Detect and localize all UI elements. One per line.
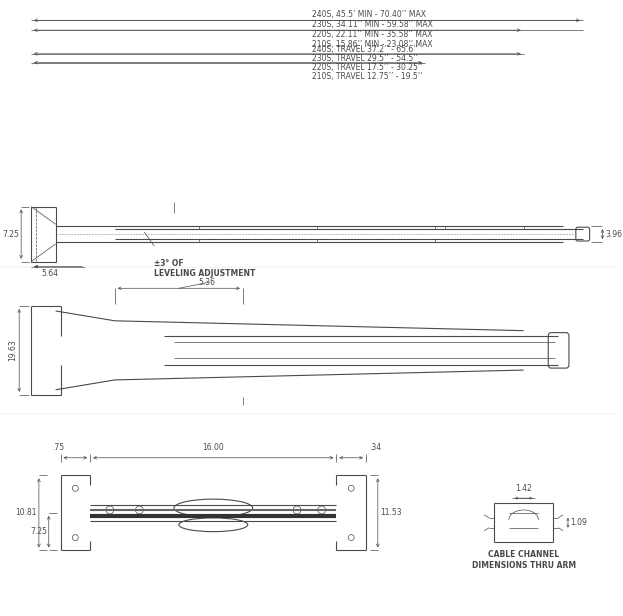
Text: .34: .34 [369, 443, 381, 452]
Text: 3.96: 3.96 [606, 230, 622, 238]
Text: 16.00: 16.00 [202, 443, 224, 452]
Text: 5.36: 5.36 [199, 278, 216, 287]
Text: ±3° OF
LEVELING ADJUSTMENT: ±3° OF LEVELING ADJUSTMENT [154, 259, 255, 278]
Text: 7.25: 7.25 [30, 527, 47, 536]
Text: CABLE CHANNEL
DIMENSIONS THRU ARM: CABLE CHANNEL DIMENSIONS THRU ARM [472, 550, 576, 570]
Text: 230S, TRAVEL 29.5’’ - 54.5’’: 230S, TRAVEL 29.5’’ - 54.5’’ [312, 54, 418, 63]
Text: 19.63: 19.63 [8, 339, 17, 361]
Text: 11.53: 11.53 [380, 508, 401, 517]
FancyBboxPatch shape [548, 333, 569, 368]
Text: 10.81: 10.81 [16, 508, 37, 517]
Text: 230S, 34.11’’ MIN - 59.58’’ MAX: 230S, 34.11’’ MIN - 59.58’’ MAX [312, 20, 433, 30]
Text: 240S, 45.5’ MIN - 70.40’’ MAX: 240S, 45.5’ MIN - 70.40’’ MAX [312, 10, 426, 20]
Text: .75: .75 [52, 443, 65, 452]
Text: 220S, TRAVEL 17.5’’ - 30.25’’: 220S, TRAVEL 17.5’’ - 30.25’’ [312, 63, 422, 71]
Text: 220S, 22.11’’ MIN - 35.58’’ MAX: 220S, 22.11’’ MIN - 35.58’’ MAX [312, 30, 432, 39]
Text: 1.42: 1.42 [515, 484, 532, 493]
Text: 1.09: 1.09 [570, 518, 587, 527]
Text: 240S, TRAVEL 37.2’’ - 65.6’’: 240S, TRAVEL 37.2’’ - 65.6’’ [312, 45, 418, 54]
Text: 5.64: 5.64 [41, 269, 58, 278]
Text: 210S, 15.86’’ MIN - 23.08’’ MAX: 210S, 15.86’’ MIN - 23.08’’ MAX [312, 40, 432, 49]
Text: 210S, TRAVEL 12.75’’ - 19.5’’: 210S, TRAVEL 12.75’’ - 19.5’’ [312, 71, 422, 81]
Text: 7.25: 7.25 [2, 230, 19, 238]
